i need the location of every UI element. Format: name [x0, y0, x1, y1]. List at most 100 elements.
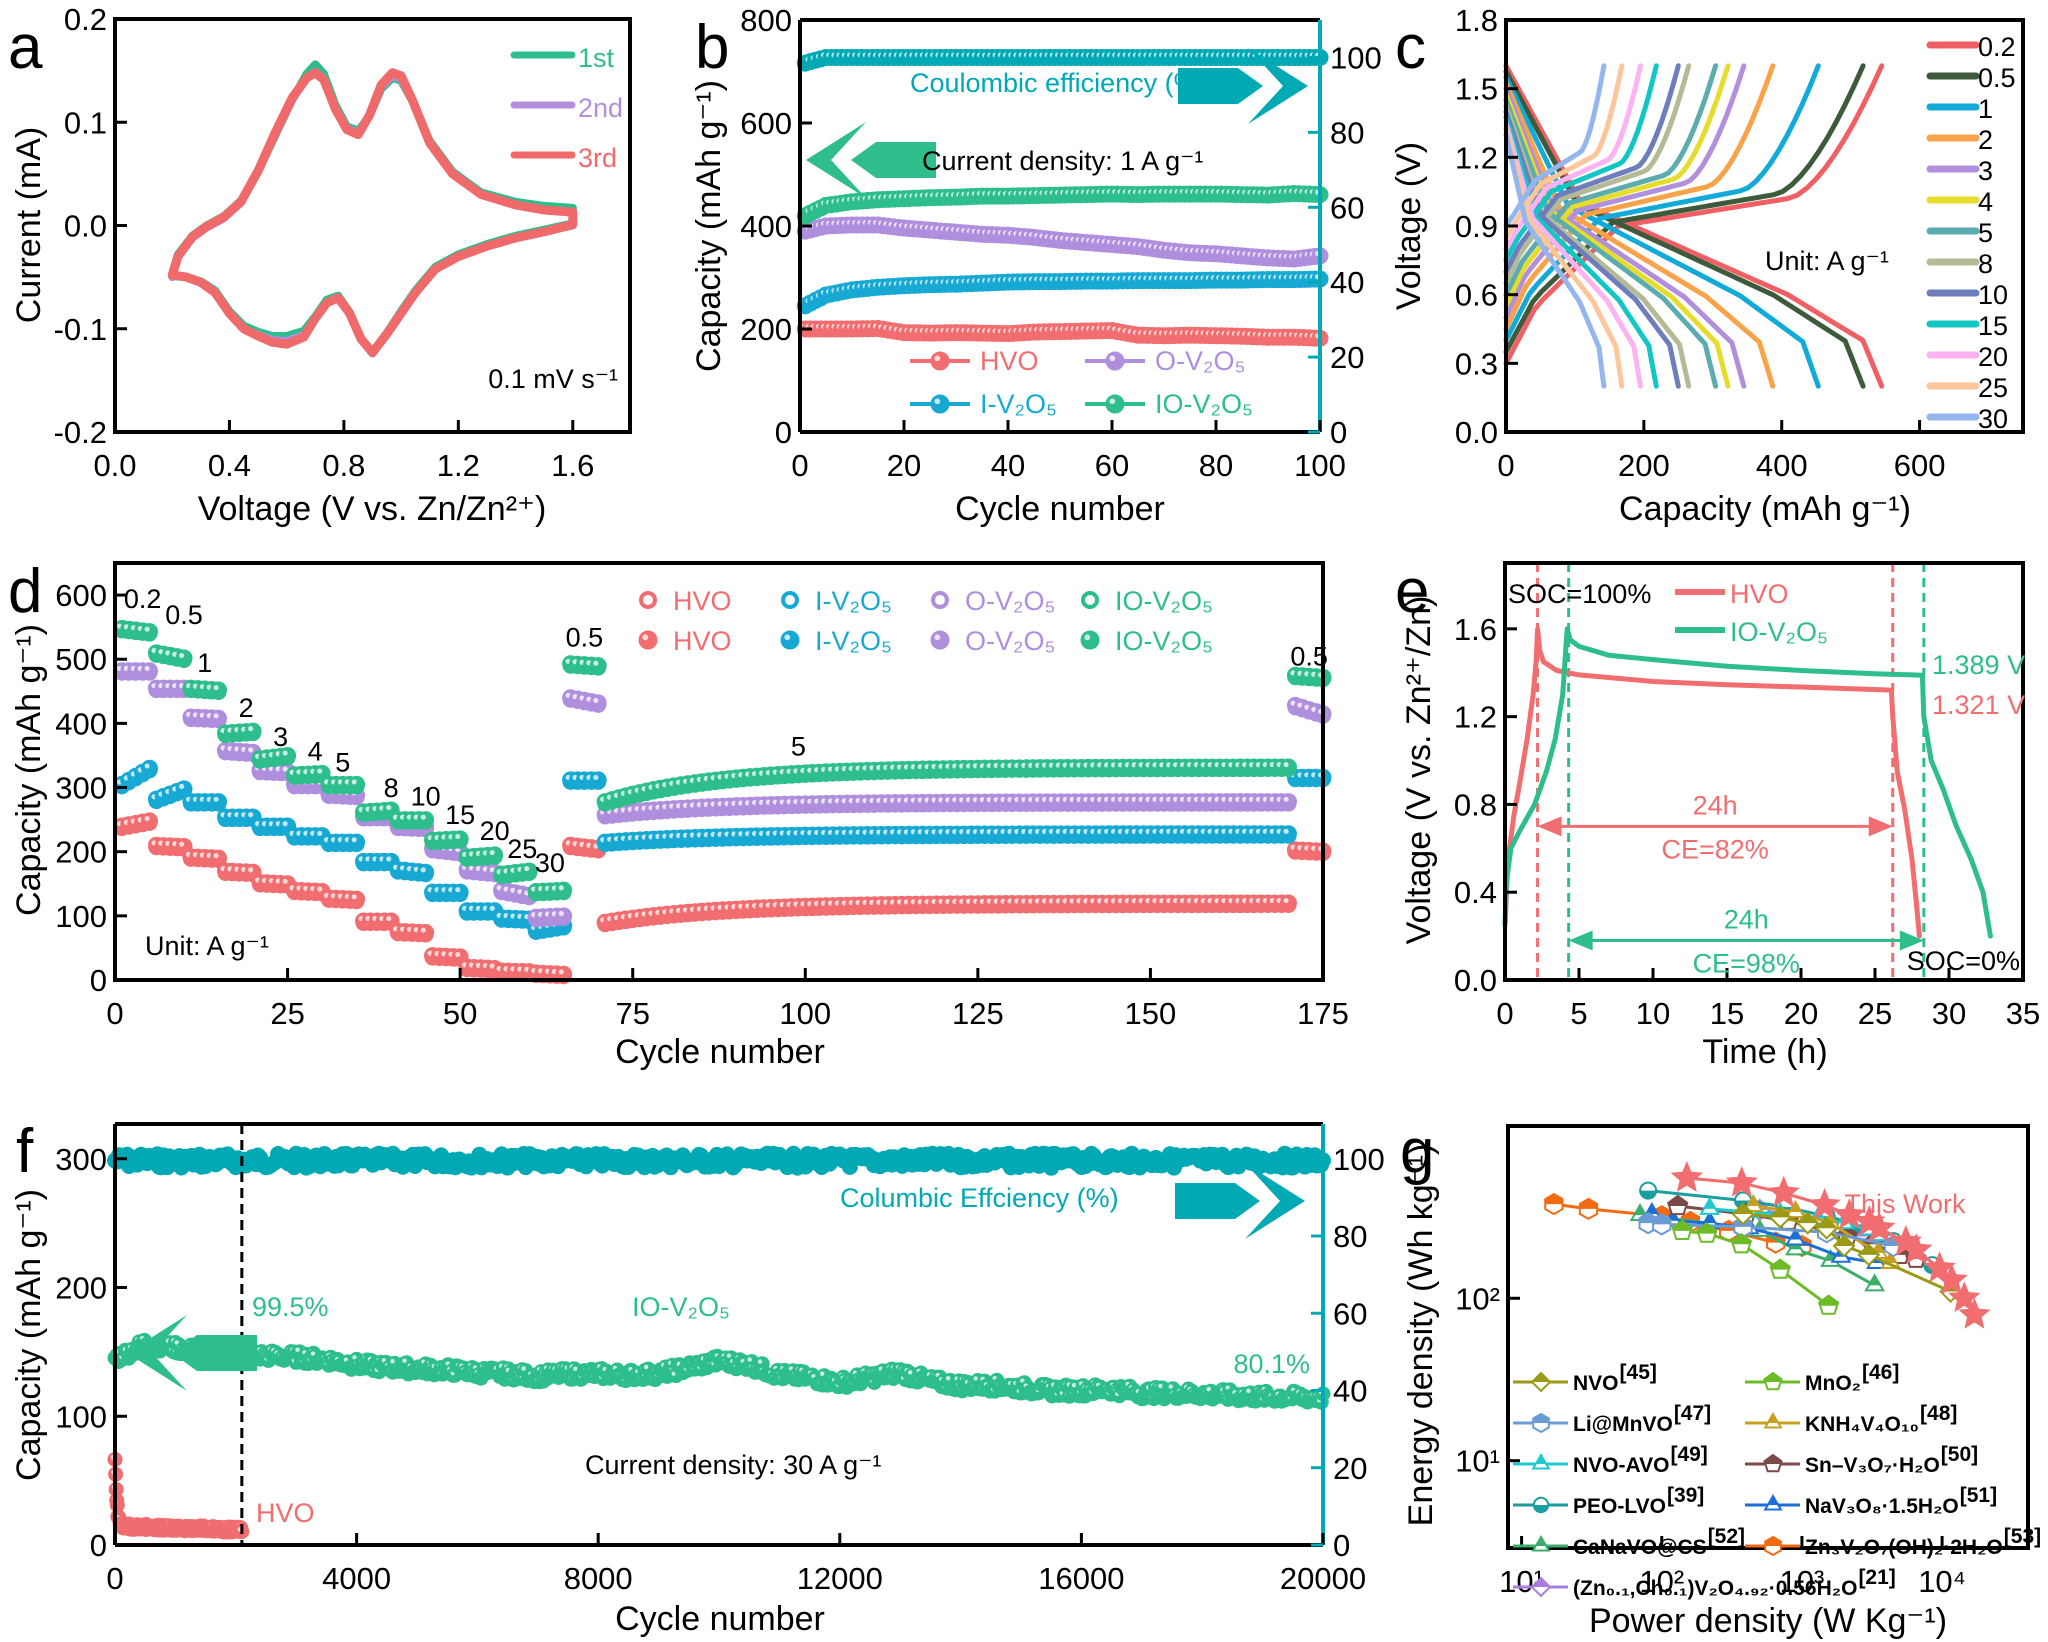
legend-label: I-V₂O₅: [980, 389, 1057, 419]
marker-highlight: [386, 805, 392, 811]
x-tick-label: 100: [1294, 448, 1346, 483]
marker-highlight: [144, 665, 150, 671]
panel-letter: d: [8, 557, 42, 626]
marker-highlight: [213, 685, 219, 691]
y-tick-label: 0.9: [1455, 209, 1498, 244]
y-tick-label: 0.4: [1454, 875, 1497, 910]
marker-highlight: [351, 894, 357, 900]
x-tick-label: 30: [1932, 996, 1966, 1031]
legend-label: O-V₂O₅: [965, 586, 1055, 616]
marker-highlight: [558, 885, 564, 891]
rate-label: 5: [335, 748, 350, 778]
y-axis-label: Voltage (V vs. Zn²⁺/Zn): [1400, 596, 1438, 945]
y-tick-label: 1.2: [1454, 700, 1497, 735]
y-tick-label: 800: [740, 3, 792, 38]
y2-tick-label: 0: [1330, 415, 1347, 450]
y-tick-label: 1.5: [1455, 72, 1498, 107]
discharge-point: [141, 812, 159, 830]
marker-highlight: [1084, 634, 1091, 641]
legend-label: 30: [1978, 404, 2008, 434]
rate-label: 20: [480, 816, 510, 846]
marker-highlight: [420, 814, 426, 820]
legend-marker: [1080, 630, 1100, 650]
marker-highlight: [747, 1357, 752, 1362]
marker-highlight: [593, 660, 599, 666]
x-tick-label: 200: [1618, 448, 1670, 483]
rate-label: 0.5: [566, 622, 604, 652]
marker-highlight: [386, 916, 392, 922]
legend-label: 0.5: [1978, 63, 2016, 93]
discharge-point: [1279, 894, 1297, 912]
rate-label: 15: [445, 800, 475, 830]
x-axis-label: Cycle number: [615, 1033, 825, 1071]
discharge-point: [1279, 758, 1297, 776]
legend-marker: [781, 591, 799, 609]
legend-label: 1: [1978, 94, 1993, 124]
panel-a-cv: 0.0 0.4 0.8 1.2 1.6-0.2-0.10.00.10.2Current …: [8, 2, 632, 528]
x-tick-label: 400: [1756, 448, 1808, 483]
discharge-point: [589, 694, 607, 712]
legend-label: HVO: [673, 626, 732, 656]
rate-label: 8: [384, 773, 399, 803]
marker-highlight: [1109, 355, 1116, 362]
discharge-point: [348, 833, 366, 851]
x-tick-label: 125: [952, 996, 1004, 1031]
marker-highlight: [934, 355, 941, 362]
rate-label: 30: [535, 848, 565, 878]
marker-highlight: [351, 779, 357, 785]
legend-label: 15: [1978, 311, 2008, 341]
marker-highlight: [213, 713, 219, 719]
legend-label: 5: [1978, 218, 1993, 248]
x-tick-label: 0: [106, 996, 123, 1031]
rate-label: 0.2: [124, 584, 162, 614]
marker-highlight: [420, 867, 426, 873]
rate-label: 4: [308, 737, 323, 767]
legend-marker: [930, 351, 950, 371]
legend-label: IO-V₂O₅: [1730, 617, 1828, 647]
discharge-point: [1279, 825, 1297, 843]
marker-highlight: [282, 878, 288, 884]
marker-highlight: [317, 886, 323, 892]
discharge-point: [141, 623, 159, 641]
voltage-io-label: 1.389 V: [1932, 650, 2025, 680]
legend-marker: [780, 630, 800, 650]
legend-marker: [930, 394, 950, 414]
marker-highlight: [489, 849, 495, 856]
legend-marker: [931, 591, 949, 609]
discharge-point: [210, 681, 228, 699]
x-tick-label: 15: [1710, 996, 1744, 1031]
legend-marker: [638, 630, 658, 650]
y-tick-label: 1.8: [1455, 3, 1498, 38]
y-tick-label: 400: [55, 706, 107, 741]
y2-tick-label: 60: [1330, 190, 1364, 225]
rate-label: 25: [507, 834, 537, 864]
marker-highlight: [390, 1358, 395, 1364]
y-tick-label: 0.3: [1455, 346, 1498, 381]
x-axis-label: Capacity (mAh g⁻¹): [1619, 490, 1911, 528]
scan-rate-label: 0.1 mV s⁻¹: [488, 364, 618, 394]
y-tick-label: -0.1: [54, 312, 107, 347]
y-axis-label: Capacity (mAh g⁻¹): [690, 80, 728, 372]
x-tick-label: 20: [887, 448, 921, 483]
marker-highlight: [784, 634, 791, 641]
discharge-point: [417, 863, 435, 881]
x-tick-label: 10: [1636, 996, 1670, 1031]
marker-highlight: [593, 774, 599, 780]
panel-letter: a: [8, 13, 43, 82]
x-tick-label: 0.8: [322, 448, 365, 483]
marker-highlight: [558, 910, 564, 917]
panel-d-rate: 0 25 50 75 100 125 150 1750100200300400500600Ca…: [8, 557, 1349, 1071]
y-axis-label: Voltage (V): [1390, 142, 1428, 310]
legend-label: O-V₂O₅: [1155, 346, 1245, 376]
marker-highlight: [489, 905, 495, 911]
x-tick-label: 20: [1784, 996, 1818, 1031]
y-tick-label: 500: [55, 642, 107, 677]
y-tick-label: 100: [55, 899, 107, 934]
x-tick-label: 0: [791, 448, 808, 483]
marker-highlight: [144, 626, 150, 632]
unit-label: Unit: A g⁻¹: [1765, 246, 1889, 276]
marker-highlight: [144, 763, 150, 769]
y-tick-label: -0.2: [54, 415, 107, 450]
x-tick-label: 80: [1199, 448, 1233, 483]
